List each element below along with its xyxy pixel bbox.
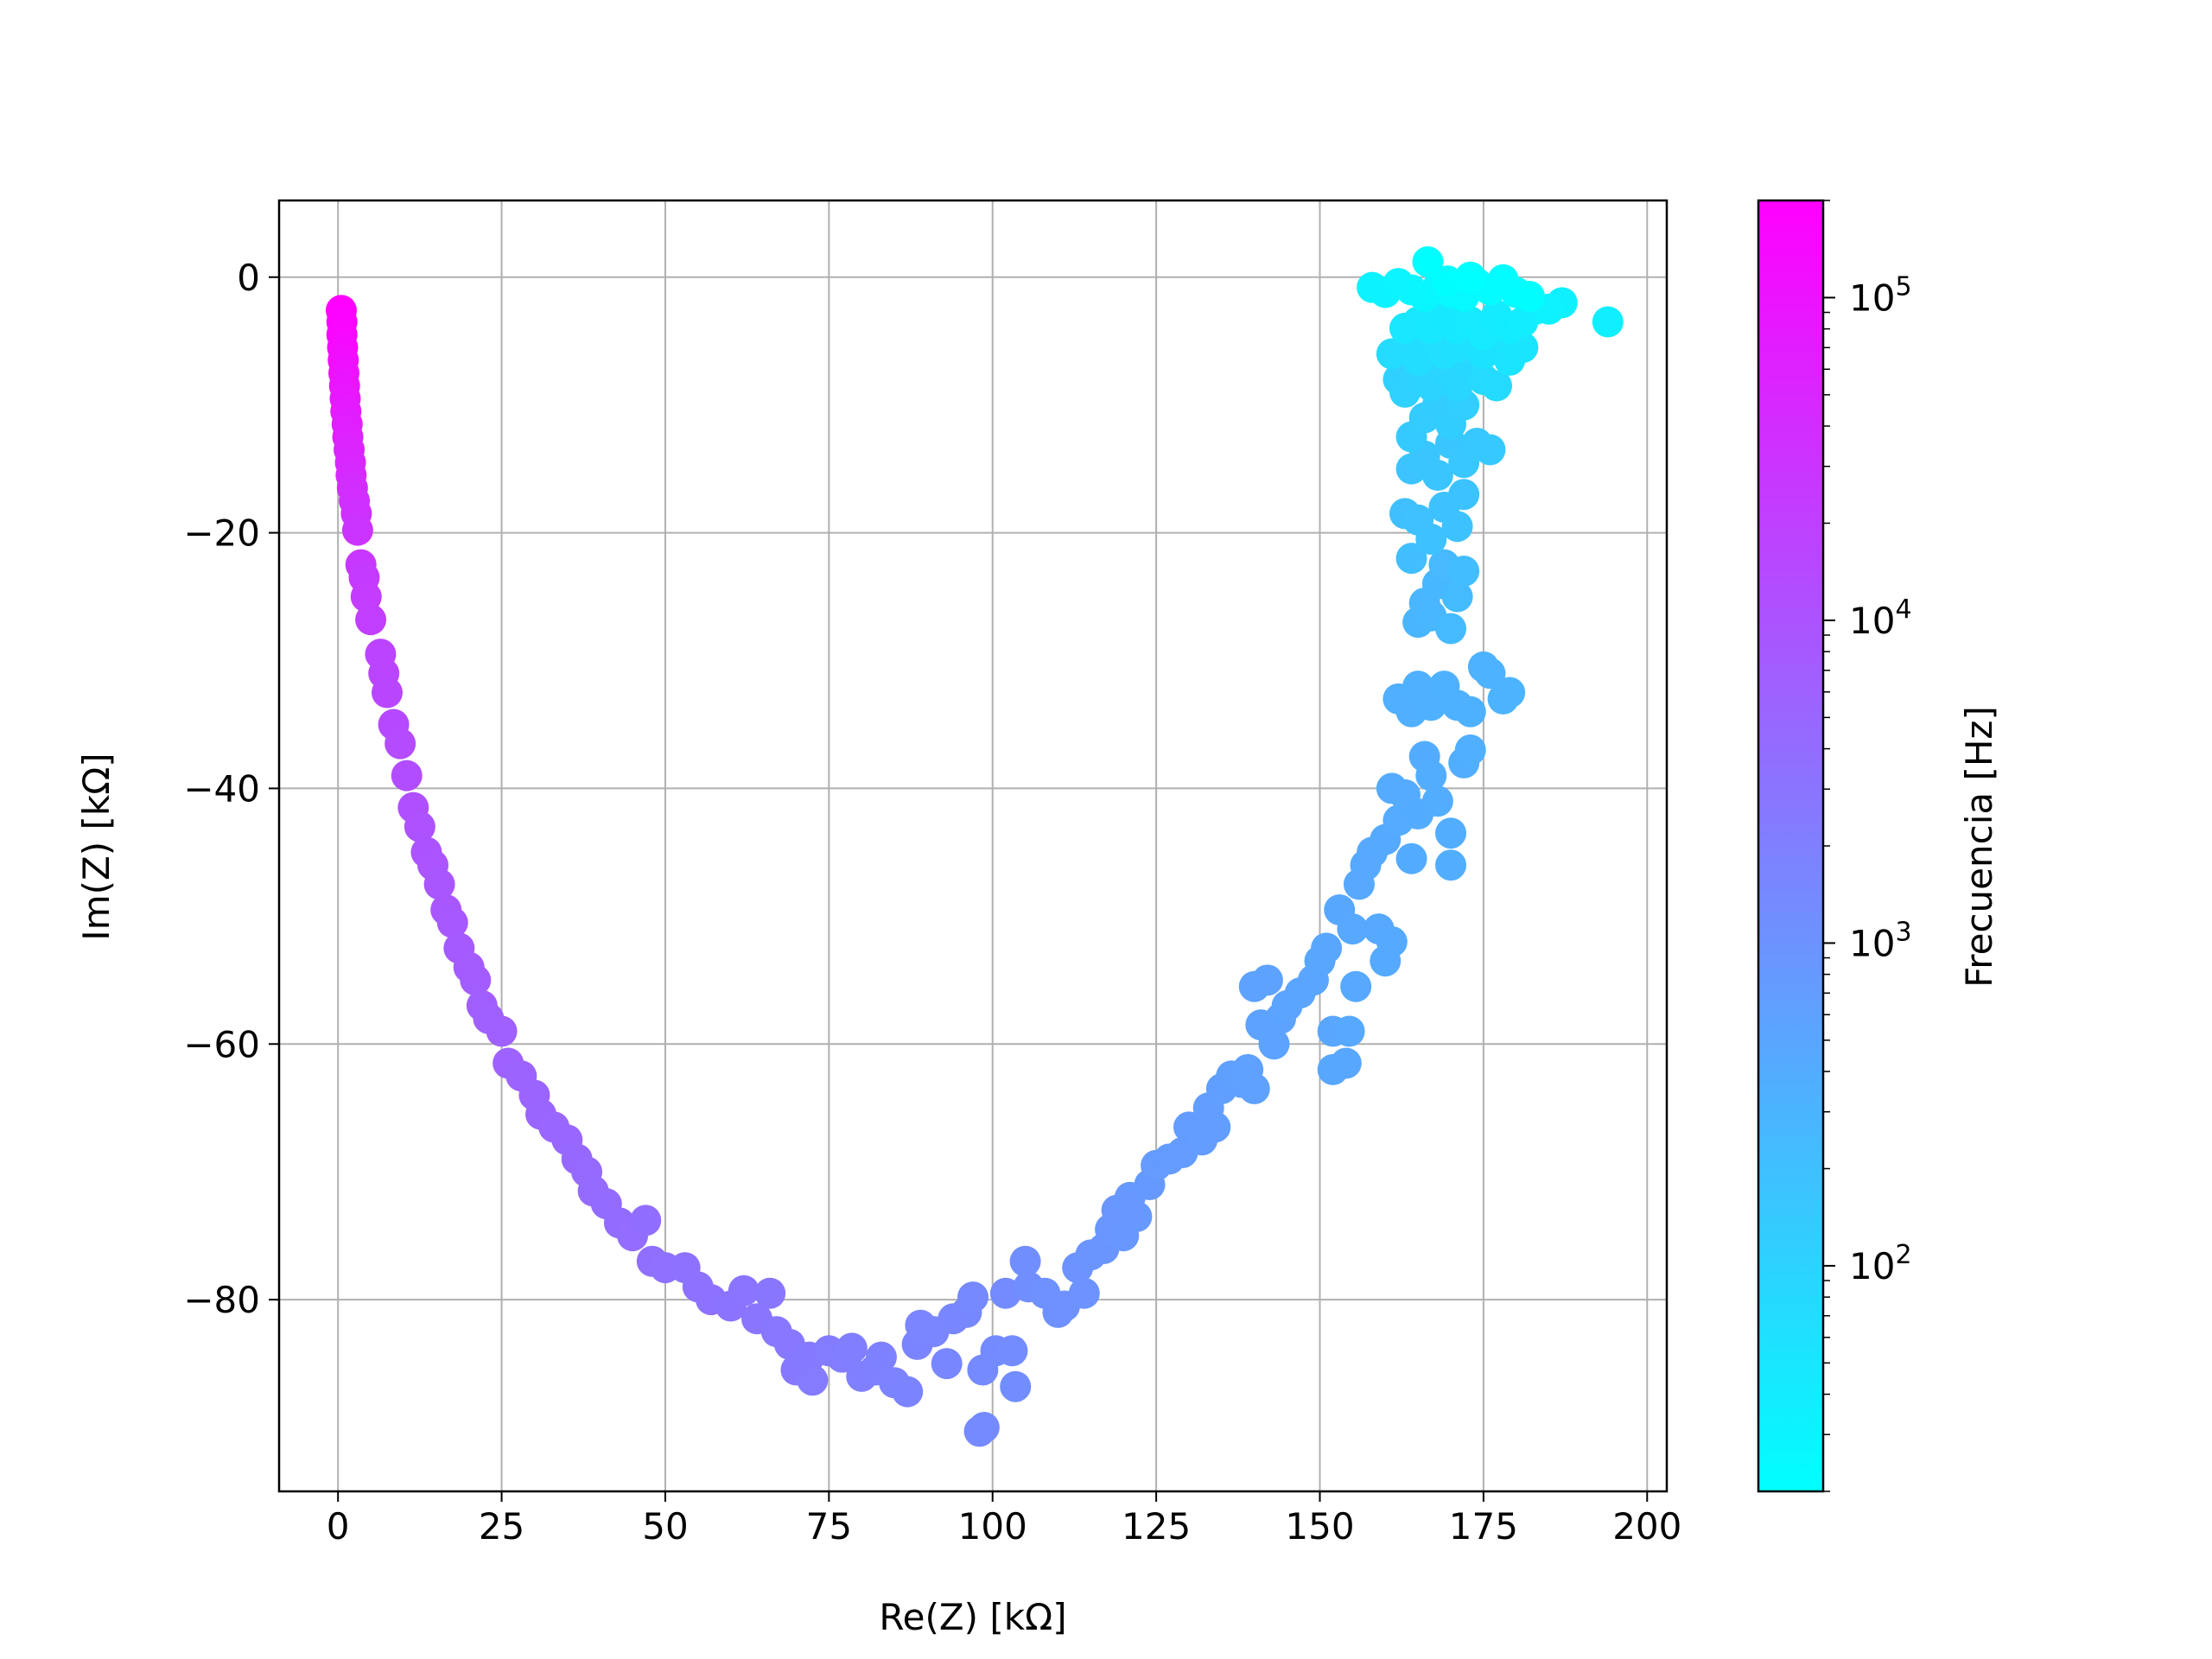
data-point [1454,696,1486,728]
data-point [968,1412,1000,1444]
data-point [1395,543,1427,575]
data-point [1513,280,1545,312]
data-point [1412,246,1444,278]
data-point [1454,734,1486,766]
data-point [931,1348,963,1380]
data-point [1415,523,1447,555]
x-tick-label: 200 [1612,1505,1681,1548]
data-point [1474,434,1506,466]
data-point [404,810,435,842]
data-point [892,1376,924,1408]
x-tick-label: 0 [327,1505,350,1548]
data-point [355,604,387,636]
data-point [1251,964,1283,996]
data-point [1009,1245,1041,1277]
data-point [1337,913,1369,945]
data-point [1121,1200,1153,1232]
x-tick-label: 175 [1449,1505,1518,1548]
data-point [371,677,403,709]
data-point [1000,1370,1032,1402]
data-point [385,728,416,760]
data-point [1311,932,1343,964]
colorbar-ticks: 102 103 104 105 [1823,200,1912,1492]
data-point [350,581,382,613]
data-point [1435,613,1467,645]
data-point [1340,970,1372,1002]
data-point [1376,925,1408,957]
x-axis: 0 25 50 75 100 125 150 175 200 [327,1491,1681,1548]
data-point [1435,817,1467,849]
data-point [836,1332,868,1364]
data-point [460,964,492,996]
data-point [1333,1015,1365,1047]
colorbar-label: Frecuencia [Hz] [1958,706,2000,988]
data-point [391,760,423,791]
x-tick-label: 75 [806,1505,852,1548]
y-tick-label: −60 [183,1023,260,1065]
data-point [423,868,455,900]
data-point [486,1015,518,1047]
data-point [754,1277,786,1309]
data-point [1448,479,1480,511]
colorbar-tick-label: 105 [1849,271,1912,319]
data-point [1330,1047,1362,1079]
data-point [1415,760,1447,791]
data-points [325,246,1624,1447]
data-point [1454,261,1486,293]
data-point [797,1364,829,1396]
colorbar-tick-label: 103 [1849,917,1912,964]
data-point [1448,555,1480,587]
data-point [728,1274,760,1306]
x-tick-label: 50 [642,1505,688,1548]
data-point [1068,1277,1100,1309]
colorbar-tick-label: 104 [1849,594,1912,642]
data-point [436,906,468,938]
y-tick-label: −20 [183,512,260,555]
data-point [1199,1111,1231,1143]
data-point [1421,785,1453,817]
data-point [1435,849,1467,881]
y-axis: 0 −20 −40 −60 −80 [183,257,279,1321]
data-point [1441,511,1473,543]
data-point [630,1205,662,1236]
x-tick-label: 125 [1122,1505,1191,1548]
data-point [957,1281,988,1313]
data-point [1592,306,1624,338]
y-axis-label: Im(Z) [kΩ] [75,753,118,940]
y-tick-label: −80 [183,1279,260,1321]
data-point [1258,1028,1290,1060]
data-point [341,514,373,546]
data-point [1481,370,1513,402]
x-tick-label: 25 [479,1505,524,1548]
data-point [1238,1073,1270,1105]
data-point [1395,842,1427,874]
data-point [1421,460,1453,492]
plot-frame [277,199,1669,1493]
y-tick-label: 0 [237,257,260,299]
x-tick-label: 150 [1285,1505,1354,1548]
data-point [1474,658,1506,690]
data-point [865,1341,897,1373]
colorbar-tick-label: 102 [1849,1240,1912,1287]
colorbar [1757,199,1825,1493]
y-tick-label: −40 [183,767,260,810]
x-axis-label: Re(Z) [kΩ] [879,1596,1066,1638]
data-point [1432,265,1464,297]
x-tick-label: 100 [958,1505,1027,1548]
data-point [1441,581,1473,613]
data-point [1494,677,1526,709]
data-point [996,1335,1028,1367]
